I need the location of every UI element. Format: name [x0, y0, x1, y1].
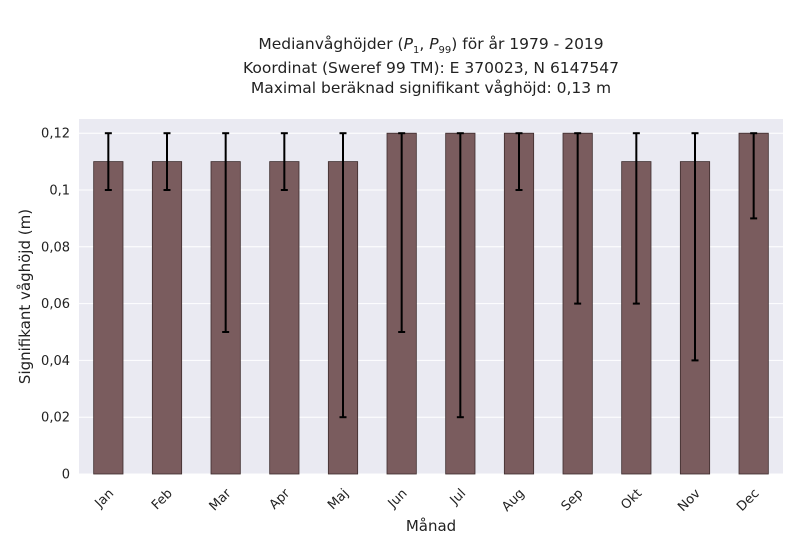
- title-p-symbol: P: [403, 35, 413, 53]
- x-tick-label: Jul: [447, 486, 469, 508]
- grid-lines: [79, 132, 783, 475]
- x-tick-label: Apr: [267, 486, 294, 513]
- y-tick-label: 0: [62, 468, 70, 483]
- y-tick-labels: 0 0,02 0,04 0,06 0,08 0,1 0,12: [41, 127, 70, 483]
- bar: [151, 161, 183, 475]
- bar: [93, 161, 124, 475]
- chart-title-line-3: Maximal beräknad signifikant våghöjd: 0,…: [250, 79, 612, 97]
- x-tick-label: Maj: [325, 486, 352, 513]
- y-axis-label: Signifikant våghöjd (m): [16, 209, 34, 384]
- x-tick-label: Dec: [734, 486, 762, 514]
- y-tick-label: 0,08: [41, 240, 70, 255]
- y-tick-label: 0,06: [41, 297, 70, 312]
- y-tick-label: 0,04: [41, 354, 70, 369]
- error-bars-group: [104, 132, 758, 419]
- x-tick-labels: Jan Feb Mar Apr Maj Jun Jul Aug Sep Okt Nov Dec: [92, 486, 763, 515]
- title-text-prefix: Medianvåghöjder: [258, 35, 398, 53]
- x-tick-label: Sep: [559, 486, 587, 514]
- x-tick-label: Mar: [207, 486, 235, 514]
- title-p-symbol-2: P: [429, 35, 439, 53]
- x-tick-label: Nov: [675, 486, 704, 515]
- x-tick-label: Feb: [149, 486, 176, 513]
- bar: [269, 161, 300, 475]
- chart-title-line-2: Koordinat (Sweref 99 TM): E 370023, N 61…: [243, 59, 619, 77]
- x-tick-label: Okt: [618, 486, 645, 513]
- y-tick-label: 0,1: [49, 184, 70, 199]
- plot-area: [79, 119, 783, 474]
- title-text-suffix: för år 1979 - 2019: [457, 35, 604, 53]
- y-tick-label: 0,12: [41, 127, 70, 142]
- x-tick-label: Aug: [499, 486, 528, 515]
- x-tick-label: Jan: [92, 486, 117, 511]
- x-tick-label: Jun: [385, 486, 411, 512]
- chart-title-line-1: Medianvåghöjder (P1, P99) för år 1979 - …: [258, 35, 604, 57]
- title-p99-subscript: 99: [438, 45, 452, 57]
- title-p1-subscript: 1: [412, 45, 420, 57]
- y-tick-label: 0,02: [41, 411, 70, 426]
- x-axis-label: Månad: [406, 517, 456, 535]
